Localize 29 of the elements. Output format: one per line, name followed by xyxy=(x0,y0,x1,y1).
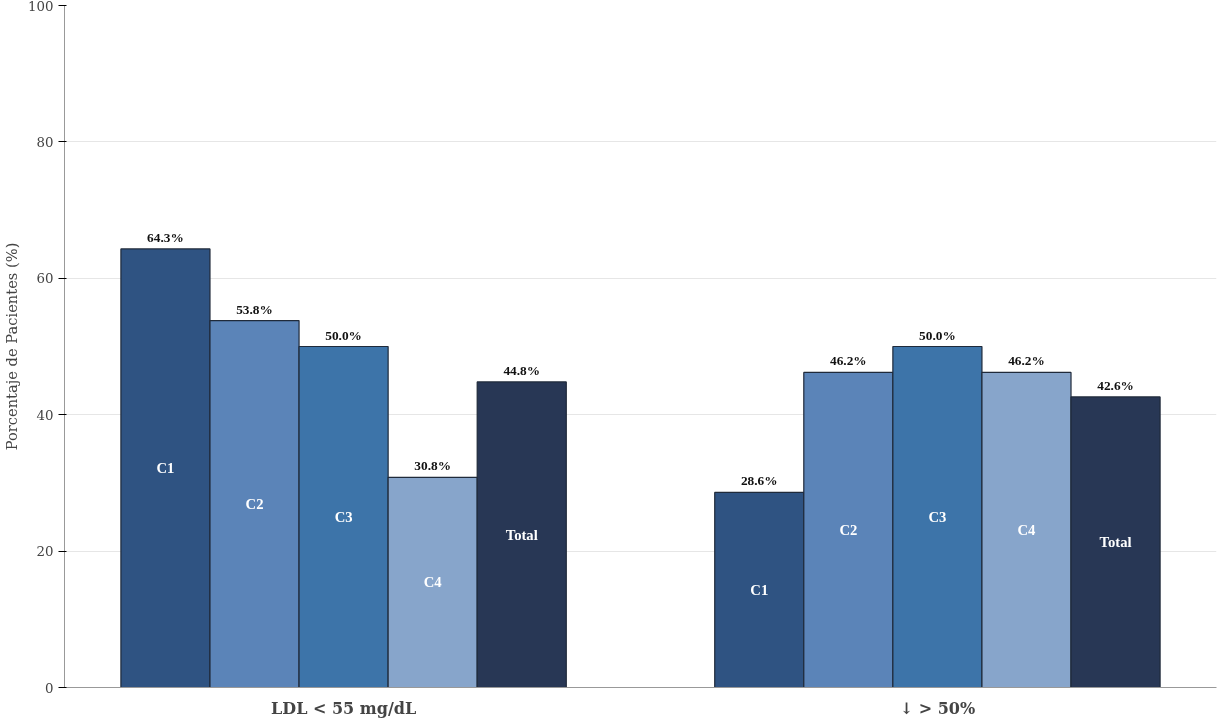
data-label: 53.8% xyxy=(236,301,273,317)
data-label: 28.6% xyxy=(740,473,778,489)
series-label: Total xyxy=(505,526,538,543)
y-tick-label: 100 xyxy=(28,0,54,14)
series-label: C1 xyxy=(750,581,769,598)
series-label: C4 xyxy=(1017,521,1037,538)
y-tick-label: 60 xyxy=(36,271,54,287)
data-label: 50.0% xyxy=(919,327,956,343)
y-tick-label: 20 xyxy=(36,544,54,560)
data-label: 44.8% xyxy=(503,362,541,378)
text: C3 xyxy=(928,509,947,525)
y-tick-label: 0 xyxy=(45,680,54,696)
text: Total xyxy=(1099,534,1132,551)
text: C2 xyxy=(839,521,858,538)
data-label: 46.2% xyxy=(1008,353,1045,369)
data-label: 42.6% xyxy=(1097,377,1134,393)
x-tick-label: LDL < 55 mg/dL xyxy=(271,698,417,718)
y-tick-label: 40 xyxy=(36,407,54,423)
y-axis-title: Porcentaje de Pacientes (%) xyxy=(3,242,21,451)
series-label: C3 xyxy=(334,509,353,525)
data-label: 64.3% xyxy=(147,229,184,245)
x-tick-label: ↓ > 50% xyxy=(899,698,976,718)
data-label: 50.0% xyxy=(325,327,362,343)
data-label: 30.8% xyxy=(414,458,451,474)
text: C4 xyxy=(423,574,442,591)
y-tick-label: 80 xyxy=(36,134,54,150)
text: C1 xyxy=(156,460,175,477)
data-label: 46.2% xyxy=(830,353,867,369)
series-label: C2 xyxy=(245,496,264,513)
